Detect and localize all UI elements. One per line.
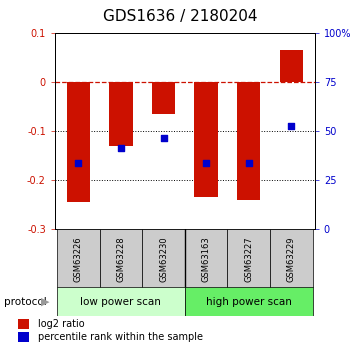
Bar <box>280 50 303 82</box>
Bar <box>109 82 132 146</box>
Bar <box>57 229 100 288</box>
Text: low power scan: low power scan <box>81 297 161 306</box>
Text: GSM63229: GSM63229 <box>287 236 296 282</box>
Text: GSM63228: GSM63228 <box>116 236 125 282</box>
Bar <box>185 287 313 316</box>
Text: ▶: ▶ <box>41 297 49 306</box>
Bar <box>185 229 227 288</box>
Text: high power scan: high power scan <box>206 297 292 306</box>
Bar <box>270 229 313 288</box>
Bar <box>100 229 142 288</box>
Text: GSM63230: GSM63230 <box>159 236 168 282</box>
Point <box>161 136 166 141</box>
Point <box>246 160 252 166</box>
Text: percentile rank within the sample: percentile rank within the sample <box>38 332 203 342</box>
Bar <box>237 82 261 200</box>
Text: GDS1636 / 2180204: GDS1636 / 2180204 <box>103 9 258 23</box>
Point <box>75 160 81 166</box>
Text: log2 ratio: log2 ratio <box>38 319 85 329</box>
Bar <box>195 82 218 197</box>
Text: protocol: protocol <box>4 297 46 306</box>
Point <box>288 124 294 129</box>
Text: GSM63163: GSM63163 <box>202 236 210 282</box>
Text: GSM63226: GSM63226 <box>74 236 83 282</box>
Bar <box>66 82 90 203</box>
Bar <box>57 287 185 316</box>
Bar <box>227 229 270 288</box>
Bar <box>18 319 29 329</box>
Point <box>203 160 209 166</box>
Point <box>118 146 124 151</box>
Text: GSM63227: GSM63227 <box>244 236 253 282</box>
Bar <box>142 229 185 288</box>
Bar <box>18 332 29 342</box>
Bar <box>152 82 175 114</box>
